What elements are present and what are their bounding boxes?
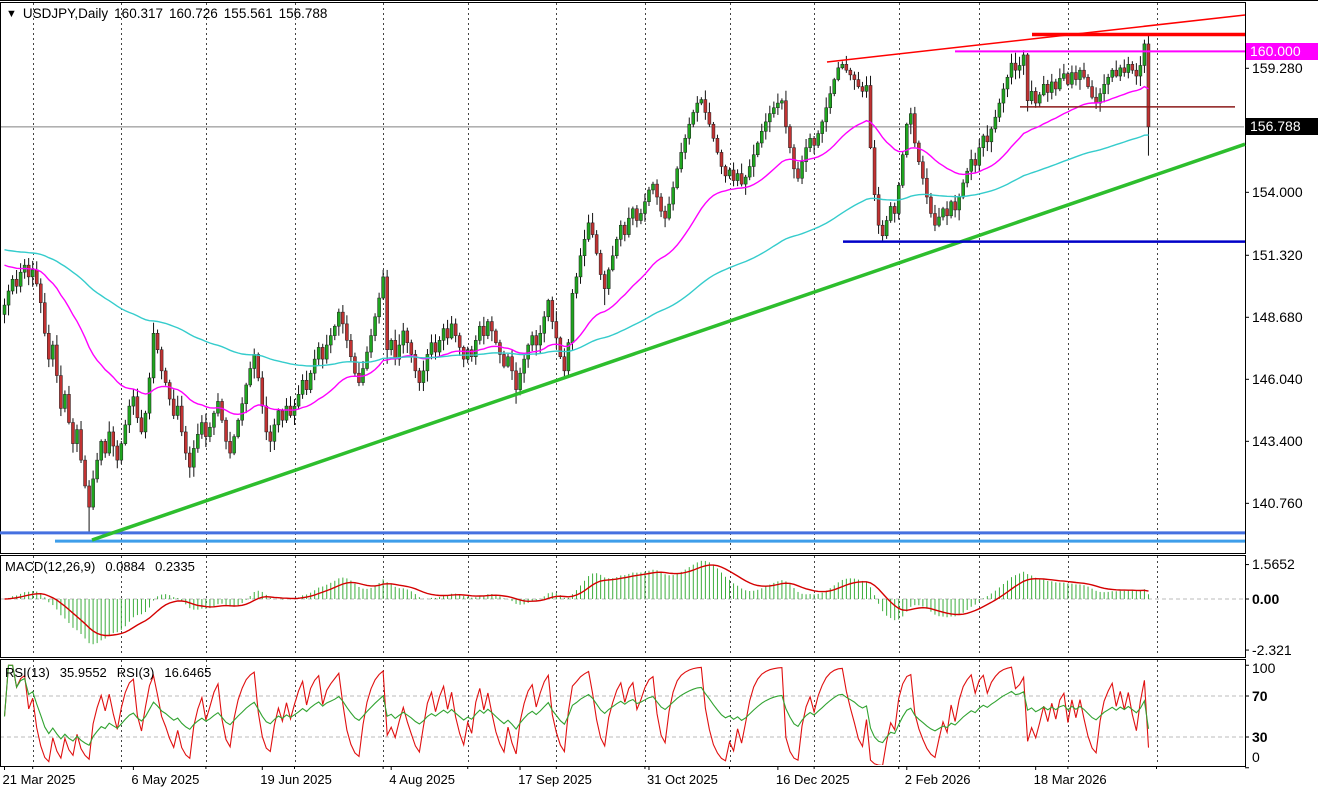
date-axis-label: 4 Aug 2025 [389, 772, 455, 787]
ohlc-open-value: 160.317 [114, 6, 163, 21]
price-axis-label-148.680: 148.680 [1252, 308, 1303, 325]
ohlc-high-value: 160.726 [168, 6, 218, 21]
price-axis-label-143.400: 143.400 [1252, 432, 1303, 449]
ohlc-close-value: 156.788 [278, 6, 328, 21]
rsi3-title: RSI(3) [116, 665, 155, 680]
date-axis-label: 6 May 2025 [131, 772, 200, 787]
macd-axis-label-1.5652: 1.5652 [1252, 556, 1295, 573]
chart-header: ▼ USDJPY,Daily 160.317 160.726 155.561 1… [6, 6, 327, 21]
rsi-axis-label-70: 70 [1252, 687, 1268, 704]
ma-slow-line[interactable] [4, 134, 1149, 367]
collapse-panel-icon[interactable]: ▼ [6, 7, 17, 20]
price-axis-label-146.040: 146.040 [1252, 370, 1303, 387]
date-axis-label: 18 Mar 2026 [1033, 772, 1107, 787]
macd-axis-label--2.321: -2.321 [1252, 641, 1292, 658]
price-axis-label-154.000: 154.000 [1252, 183, 1303, 200]
symbol-timeframe-label: USDJPY,Daily [22, 6, 109, 21]
macd-indicator-label: MACD(12,26,9) 0.0884 0.2335 [5, 559, 195, 574]
date-axis-label: 31 Oct 2025 [646, 772, 718, 787]
date-axis-label: 2 Feb 2026 [904, 772, 971, 787]
price-axis-label-140.760: 140.760 [1252, 494, 1303, 511]
macd-title: MACD(12,26,9) [5, 559, 96, 574]
macd-histogram [8, 560, 1149, 645]
price-axis-label-159.280: 159.280 [1252, 59, 1303, 76]
rsi3-line [3, 664, 1150, 765]
moving-averages-layer [4, 85, 1149, 416]
date-axis-label: 21 Mar 2025 [2, 772, 76, 787]
overlay-objects-layer [0, 14, 1246, 543]
macd-main-value: 0.0884 [105, 559, 146, 574]
rsi13-value: 35.9552 [59, 665, 107, 680]
rsi-panel[interactable] [0, 664, 1245, 765]
date-axis-label: 19 Jun 2025 [260, 772, 332, 787]
price-badge-160.000: 160.000 [1246, 42, 1318, 60]
vertical-gridlines [33, 3, 1158, 765]
panel-separator-macd[interactable] [0, 553, 1318, 556]
rsi-axis-label-100: 100 [1252, 659, 1276, 676]
date-axis-label: 17 Sep 2025 [518, 772, 592, 787]
uptrend-line[interactable] [91, 142, 1246, 542]
macd-signal-line [4, 564, 1149, 637]
panel-separator-rsi[interactable] [0, 656, 1318, 659]
rsi13-line [3, 664, 1150, 746]
date-axis-label: 16 Dec 2025 [775, 772, 850, 787]
axis-ticks [4, 50, 1249, 770]
rsi-axis-label-30: 30 [1252, 728, 1268, 745]
macd-signal-value: 0.2335 [155, 559, 195, 574]
rising-channel-top-line[interactable] [826, 14, 1246, 63]
rsi-indicator-label: RSI(13) 35.9552 RSI(3) 16.6465 [5, 665, 211, 680]
panel-frames [0, 0, 1318, 767]
ohlc-low-value: 155.561 [223, 6, 273, 21]
rsi13-title: RSI(13) [5, 665, 50, 680]
macd-panel[interactable] [0, 560, 1245, 645]
rsi3-value: 16.6465 [164, 665, 212, 680]
ma-fast-line[interactable] [4, 85, 1149, 416]
rsi-axis-label-0: 0 [1252, 748, 1260, 765]
price-badge-156.788: 156.788 [1246, 118, 1318, 136]
macd-axis-label-0.00: 0.00 [1252, 590, 1280, 607]
price-axis-label-151.320: 151.320 [1252, 246, 1303, 263]
